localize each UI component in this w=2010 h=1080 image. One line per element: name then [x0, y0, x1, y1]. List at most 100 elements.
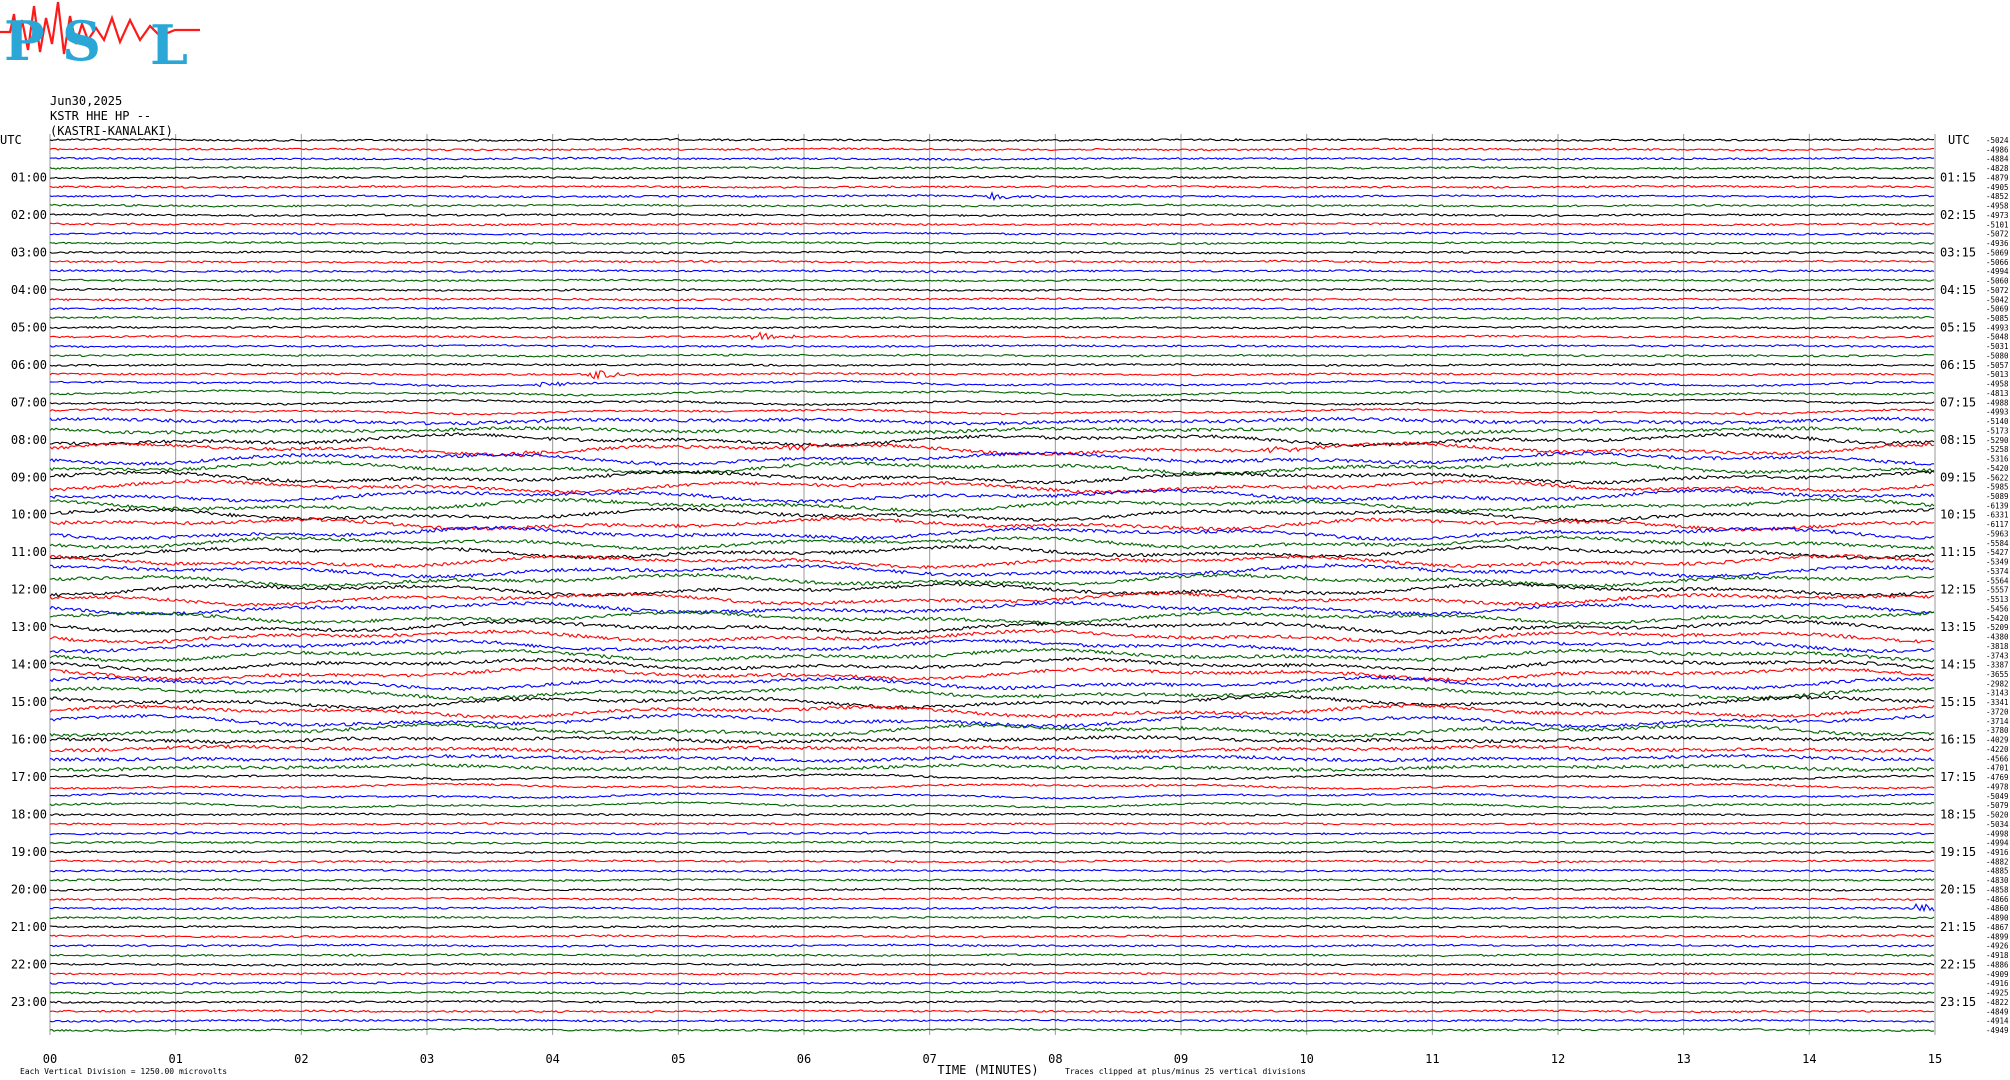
- trace-offset-label: -4858: [1986, 885, 2009, 894]
- trace-line: [49, 398, 1935, 407]
- trace-offset-label: -4993: [1986, 323, 2009, 332]
- trace-line: [49, 460, 1935, 476]
- trace-line: [49, 416, 1935, 426]
- trace-line: [49, 734, 1935, 745]
- logo-lettering: P S L: [4, 9, 188, 77]
- trace-offset-label: -5420: [1986, 614, 2009, 623]
- trace-line: [49, 628, 1935, 645]
- left-hour-label: 08:00: [11, 433, 47, 447]
- trace-line: [49, 268, 1935, 274]
- left-hour-label: 18:00: [11, 808, 47, 822]
- right-hour-label: 22:15: [1940, 957, 1976, 971]
- trace-offset-label: -5557: [1986, 586, 2009, 595]
- trace-line: [49, 868, 1935, 873]
- trace-offset-label: -4849: [1986, 1007, 2009, 1016]
- trace-offset-label: -5173: [1986, 426, 2009, 435]
- trace-offset-label: -5057: [1986, 361, 2009, 370]
- left-hour-label: 12:00: [11, 583, 47, 597]
- trace-line: [49, 407, 1935, 416]
- trace-line: [49, 887, 1935, 892]
- right-hour-label: 15:15: [1940, 695, 1976, 709]
- trace-line: [49, 553, 1935, 570]
- station-label: KSTR HHE HP --: [50, 109, 152, 123]
- trace-offset-label: -4866: [1986, 895, 2009, 904]
- right-hour-label: 16:15: [1940, 733, 1976, 747]
- trace-line: [49, 425, 1935, 435]
- x-tick-label: 05: [671, 1052, 685, 1066]
- trace-offset-label: -5080: [1986, 351, 2009, 360]
- trace-line: [49, 981, 1935, 986]
- trace-line: [49, 791, 1935, 800]
- trace-line: [49, 259, 1935, 264]
- trace-line: [49, 990, 1935, 995]
- trace-offset-label: -4029: [1986, 736, 2009, 745]
- trace-line: [49, 656, 1935, 673]
- trace-line: [49, 722, 1935, 738]
- location-label: (KASTRI-KANALAKI): [50, 124, 173, 138]
- left-hour-label: 10:00: [11, 508, 47, 522]
- trace-line: [49, 915, 1935, 920]
- left-hour-label: 02:00: [11, 208, 47, 222]
- trace-line: [49, 544, 1935, 560]
- trace-offset-label: -4813: [1986, 389, 2009, 398]
- svg-text:L: L: [150, 13, 188, 77]
- trace-line: [49, 331, 1935, 341]
- trace-offset-label: -5049: [1986, 792, 2009, 801]
- svg-text:S: S: [62, 9, 101, 73]
- trace-offset-label: -3714: [1986, 717, 2009, 726]
- trace-line: [49, 999, 1935, 1004]
- trace-offset-label: -4916: [1986, 979, 2009, 988]
- trace-offset-label: -3341: [1986, 698, 2009, 707]
- trace-line: [49, 619, 1935, 635]
- trace-line: [49, 666, 1935, 682]
- left-hour-label: 21:00: [11, 920, 47, 934]
- trace-line: [49, 497, 1935, 513]
- trace-layer: [49, 137, 1935, 1033]
- trace-offset-label: -4949: [1986, 1026, 2009, 1035]
- trace-line: [49, 744, 1935, 754]
- trace-offset-label: -5963: [1986, 529, 2009, 538]
- trace-offset-label: -3743: [1986, 651, 2009, 660]
- right-hour-label: 06:15: [1940, 358, 1976, 372]
- trace-offset-label: -5079: [1986, 801, 2009, 810]
- trace-offset-label: -5048: [1986, 333, 2009, 342]
- left-hour-label: 03:00: [11, 245, 47, 259]
- right-hour-label: 13:15: [1940, 620, 1976, 634]
- left-hour-label: 04:00: [11, 283, 47, 297]
- trace-line: [49, 479, 1935, 495]
- trace-offset-label: -4885: [1986, 867, 2009, 876]
- trace-line: [49, 278, 1935, 283]
- trace-line: [49, 877, 1935, 883]
- right-hour-label: 03:15: [1940, 245, 1976, 259]
- trace-offset-label: -6331: [1986, 511, 2009, 520]
- trace-line: [49, 343, 1935, 349]
- trace-offset-label: -4994: [1986, 267, 2009, 276]
- trace-offset-label: -4936: [1986, 239, 2009, 248]
- trace-offset-label: -2982: [1986, 679, 2009, 688]
- left-hour-label: 17:00: [11, 770, 47, 784]
- x-tick-label: 01: [168, 1052, 182, 1066]
- trace-offset-label: -4988: [1986, 398, 2009, 407]
- left-hour-label: UTC: [0, 133, 22, 147]
- trace-offset-label: -3818: [1986, 642, 2009, 651]
- trace-line: [49, 156, 1935, 161]
- right-hour-label: 20:15: [1940, 882, 1976, 896]
- trace-offset-label: -5985: [1986, 483, 2009, 492]
- trace-offset-label: -4994: [1986, 839, 2009, 848]
- trace-offset-label: -5349: [1986, 558, 2009, 567]
- trace-offset-label: -3655: [1986, 670, 2009, 679]
- trace-offset-label: -5034: [1986, 820, 2009, 829]
- trace-line: [49, 212, 1935, 217]
- trace-offset-label: -5140: [1986, 417, 2009, 426]
- trace-offset-label: -4973: [1986, 211, 2009, 220]
- right-hour-label: 02:15: [1940, 208, 1976, 222]
- x-tick-label: 10: [1299, 1052, 1313, 1066]
- right-hour-label: 05:15: [1940, 320, 1976, 334]
- trace-offset-label: -4926: [1986, 942, 2009, 951]
- trace-offset-label: -4986: [1986, 145, 2009, 154]
- trace-line: [49, 250, 1935, 255]
- right-hour-label: 07:15: [1940, 395, 1976, 409]
- trace-offset-label: -5427: [1986, 548, 2009, 557]
- trace-offset-label: -6117: [1986, 520, 2009, 529]
